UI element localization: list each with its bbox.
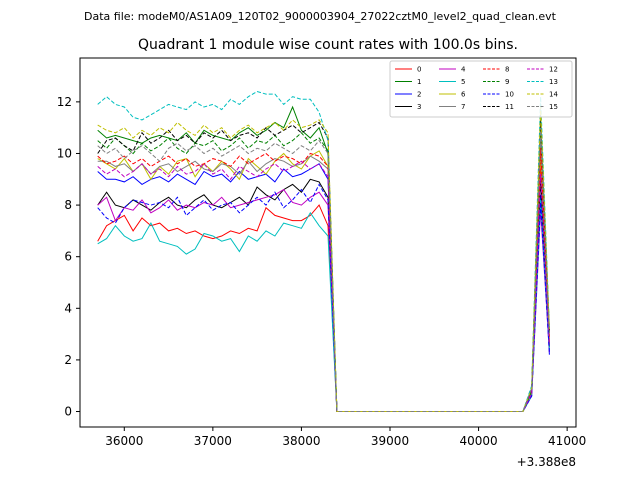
legend-label: 10 xyxy=(505,91,514,99)
y-tick-label: 6 xyxy=(64,250,72,264)
y-tick-label: 10 xyxy=(57,146,72,160)
data-file-suptitle: Data file: modeM0/AS1A09_120T02_90000039… xyxy=(84,10,557,23)
x-tick-label: 41000 xyxy=(548,434,586,448)
plot-area xyxy=(97,90,550,412)
axes-frame xyxy=(79,57,577,428)
legend-label: 0 xyxy=(417,66,421,74)
legend-label: 7 xyxy=(461,103,465,111)
x-tick-label: 40000 xyxy=(459,434,497,448)
legend-label: 15 xyxy=(549,103,558,111)
series-line-14 xyxy=(97,106,550,412)
legend-label: 11 xyxy=(505,103,514,111)
legend-label: 3 xyxy=(417,103,421,111)
x-tick-label: 38000 xyxy=(282,434,320,448)
legend-label: 1 xyxy=(417,78,421,86)
legend-label: 8 xyxy=(505,66,509,74)
legend-box xyxy=(389,60,573,118)
legend-label: 14 xyxy=(549,91,558,99)
legend-label: 6 xyxy=(461,91,466,99)
series-line-10 xyxy=(97,183,550,412)
legend-label: 5 xyxy=(461,78,465,86)
series-line-5 xyxy=(97,199,550,412)
series-line-9 xyxy=(97,119,550,412)
series-line-15 xyxy=(97,127,550,412)
series-line-13 xyxy=(97,90,550,412)
axis-ticks: 36000 37000 38000 39000 40000 41000 0 2 4 6 8 10 12 xyxy=(57,95,587,448)
y-tick-label: 0 xyxy=(64,405,72,419)
chart-title: Quadrant 1 module wise count rates with … xyxy=(138,37,518,53)
x-tick-label: 39000 xyxy=(371,434,409,448)
legend-label: 12 xyxy=(549,66,558,74)
y-tick-label: 2 xyxy=(64,353,72,367)
x-tick-label: 37000 xyxy=(194,434,232,448)
x-tick-label: 36000 xyxy=(105,434,143,448)
y-tick-label: 4 xyxy=(64,301,72,315)
legend-label: 2 xyxy=(417,91,421,99)
x-axis-offset-label: +3.388e8 xyxy=(517,455,576,469)
legend-label: 13 xyxy=(549,78,558,86)
legend-label: 4 xyxy=(461,66,466,74)
legend-label: 9 xyxy=(505,78,509,86)
y-tick-label: 12 xyxy=(57,95,72,109)
y-tick-label: 8 xyxy=(64,198,72,212)
